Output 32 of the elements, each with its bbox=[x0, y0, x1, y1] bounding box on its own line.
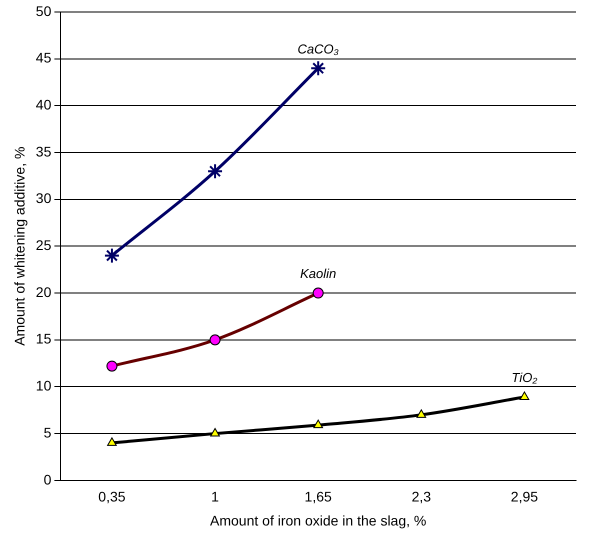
y-tick-label: 45 bbox=[36, 50, 52, 66]
x-tick-label: 1,65 bbox=[304, 488, 332, 505]
y-tick-label: 30 bbox=[36, 190, 52, 206]
x-tick-label: 2,95 bbox=[510, 488, 538, 505]
y-tick-label: 25 bbox=[36, 237, 52, 254]
point bbox=[104, 248, 120, 264]
point bbox=[107, 437, 117, 446]
y-tick-label: 0 bbox=[44, 471, 52, 488]
y-tick-label: 50 bbox=[36, 2, 52, 19]
x-tick-label: 2,3 bbox=[412, 488, 432, 505]
series-label: Kaolin bbox=[300, 266, 336, 282]
y-tick-label: 5 bbox=[44, 424, 52, 440]
x-tick-label: 1 bbox=[211, 488, 220, 505]
series-label: TiO₂ bbox=[512, 370, 538, 386]
y-tick-label: 15 bbox=[36, 330, 52, 347]
y-axis-title: Amount of whitening additive, % bbox=[11, 146, 28, 346]
y-tick-label: 20 bbox=[36, 284, 52, 300]
point bbox=[310, 60, 326, 76]
point bbox=[313, 420, 324, 428]
y-tick-label: 10 bbox=[36, 378, 52, 394]
point bbox=[416, 409, 426, 418]
point bbox=[312, 288, 324, 299]
point bbox=[210, 428, 220, 437]
x-axis-title: Amount of iron oxide in the slag, % bbox=[210, 512, 426, 528]
point bbox=[210, 334, 221, 346]
series-label: CaCO₃ bbox=[298, 41, 339, 56]
point bbox=[520, 392, 530, 400]
x-tick-label: 0,35 bbox=[98, 488, 126, 505]
y-tick-label: 35 bbox=[36, 143, 52, 160]
y-tick-label: 40 bbox=[36, 96, 52, 113]
point bbox=[207, 163, 224, 180]
point bbox=[106, 360, 118, 372]
